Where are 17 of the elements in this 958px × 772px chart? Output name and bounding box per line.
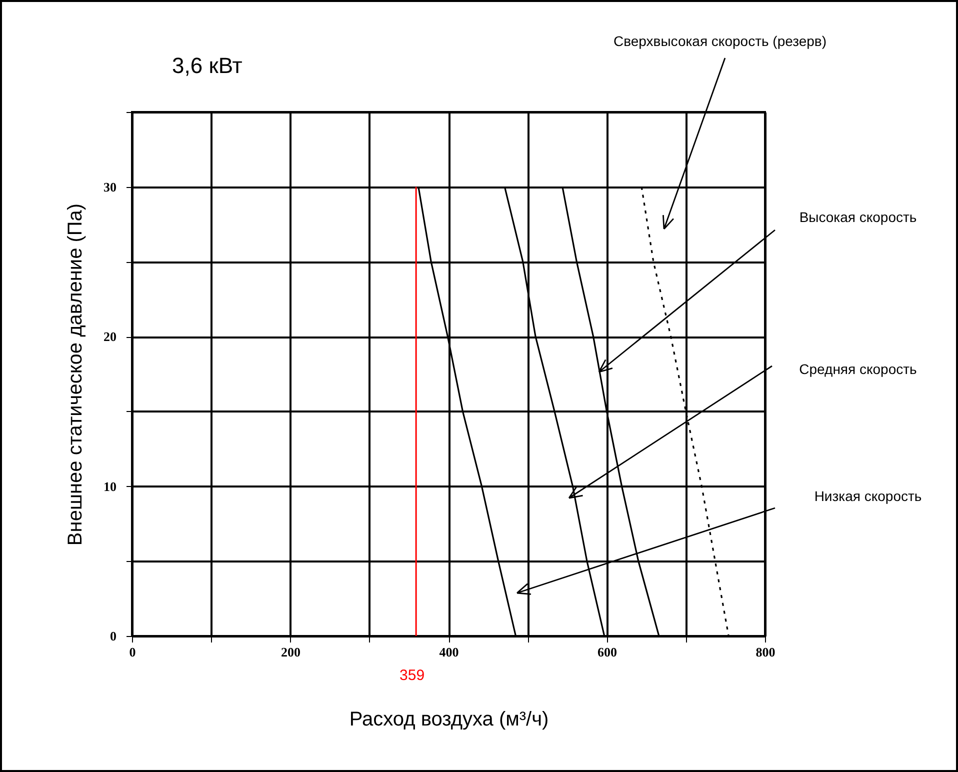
chart-title: 3,6 кВт	[172, 53, 242, 78]
y-tick-label: 30	[104, 179, 116, 194]
text: Сверхвысокая скорость (резерв)	[613, 33, 827, 49]
x-axis-title: Расход воздуха (м³/ч)	[349, 708, 549, 730]
x-tick-label: 400	[439, 644, 459, 660]
ref-line-label: 359	[400, 667, 425, 684]
y-tick-label: 0	[110, 628, 116, 644]
text: Высокая скорость	[799, 209, 917, 225]
text: Средняя скорость	[799, 361, 917, 377]
y-axis-title: Внешнее статическое давление (Па)	[64, 203, 86, 546]
x-tick-label: 0	[129, 644, 136, 660]
y-tick-label: 20	[104, 329, 116, 344]
text: Низкая скорость	[814, 488, 922, 504]
y-tick-label: 10	[104, 478, 116, 494]
x-tick-label: 200	[281, 644, 300, 660]
x-tick-label: 600	[598, 644, 617, 660]
x-tick-label: 800	[756, 644, 776, 660]
